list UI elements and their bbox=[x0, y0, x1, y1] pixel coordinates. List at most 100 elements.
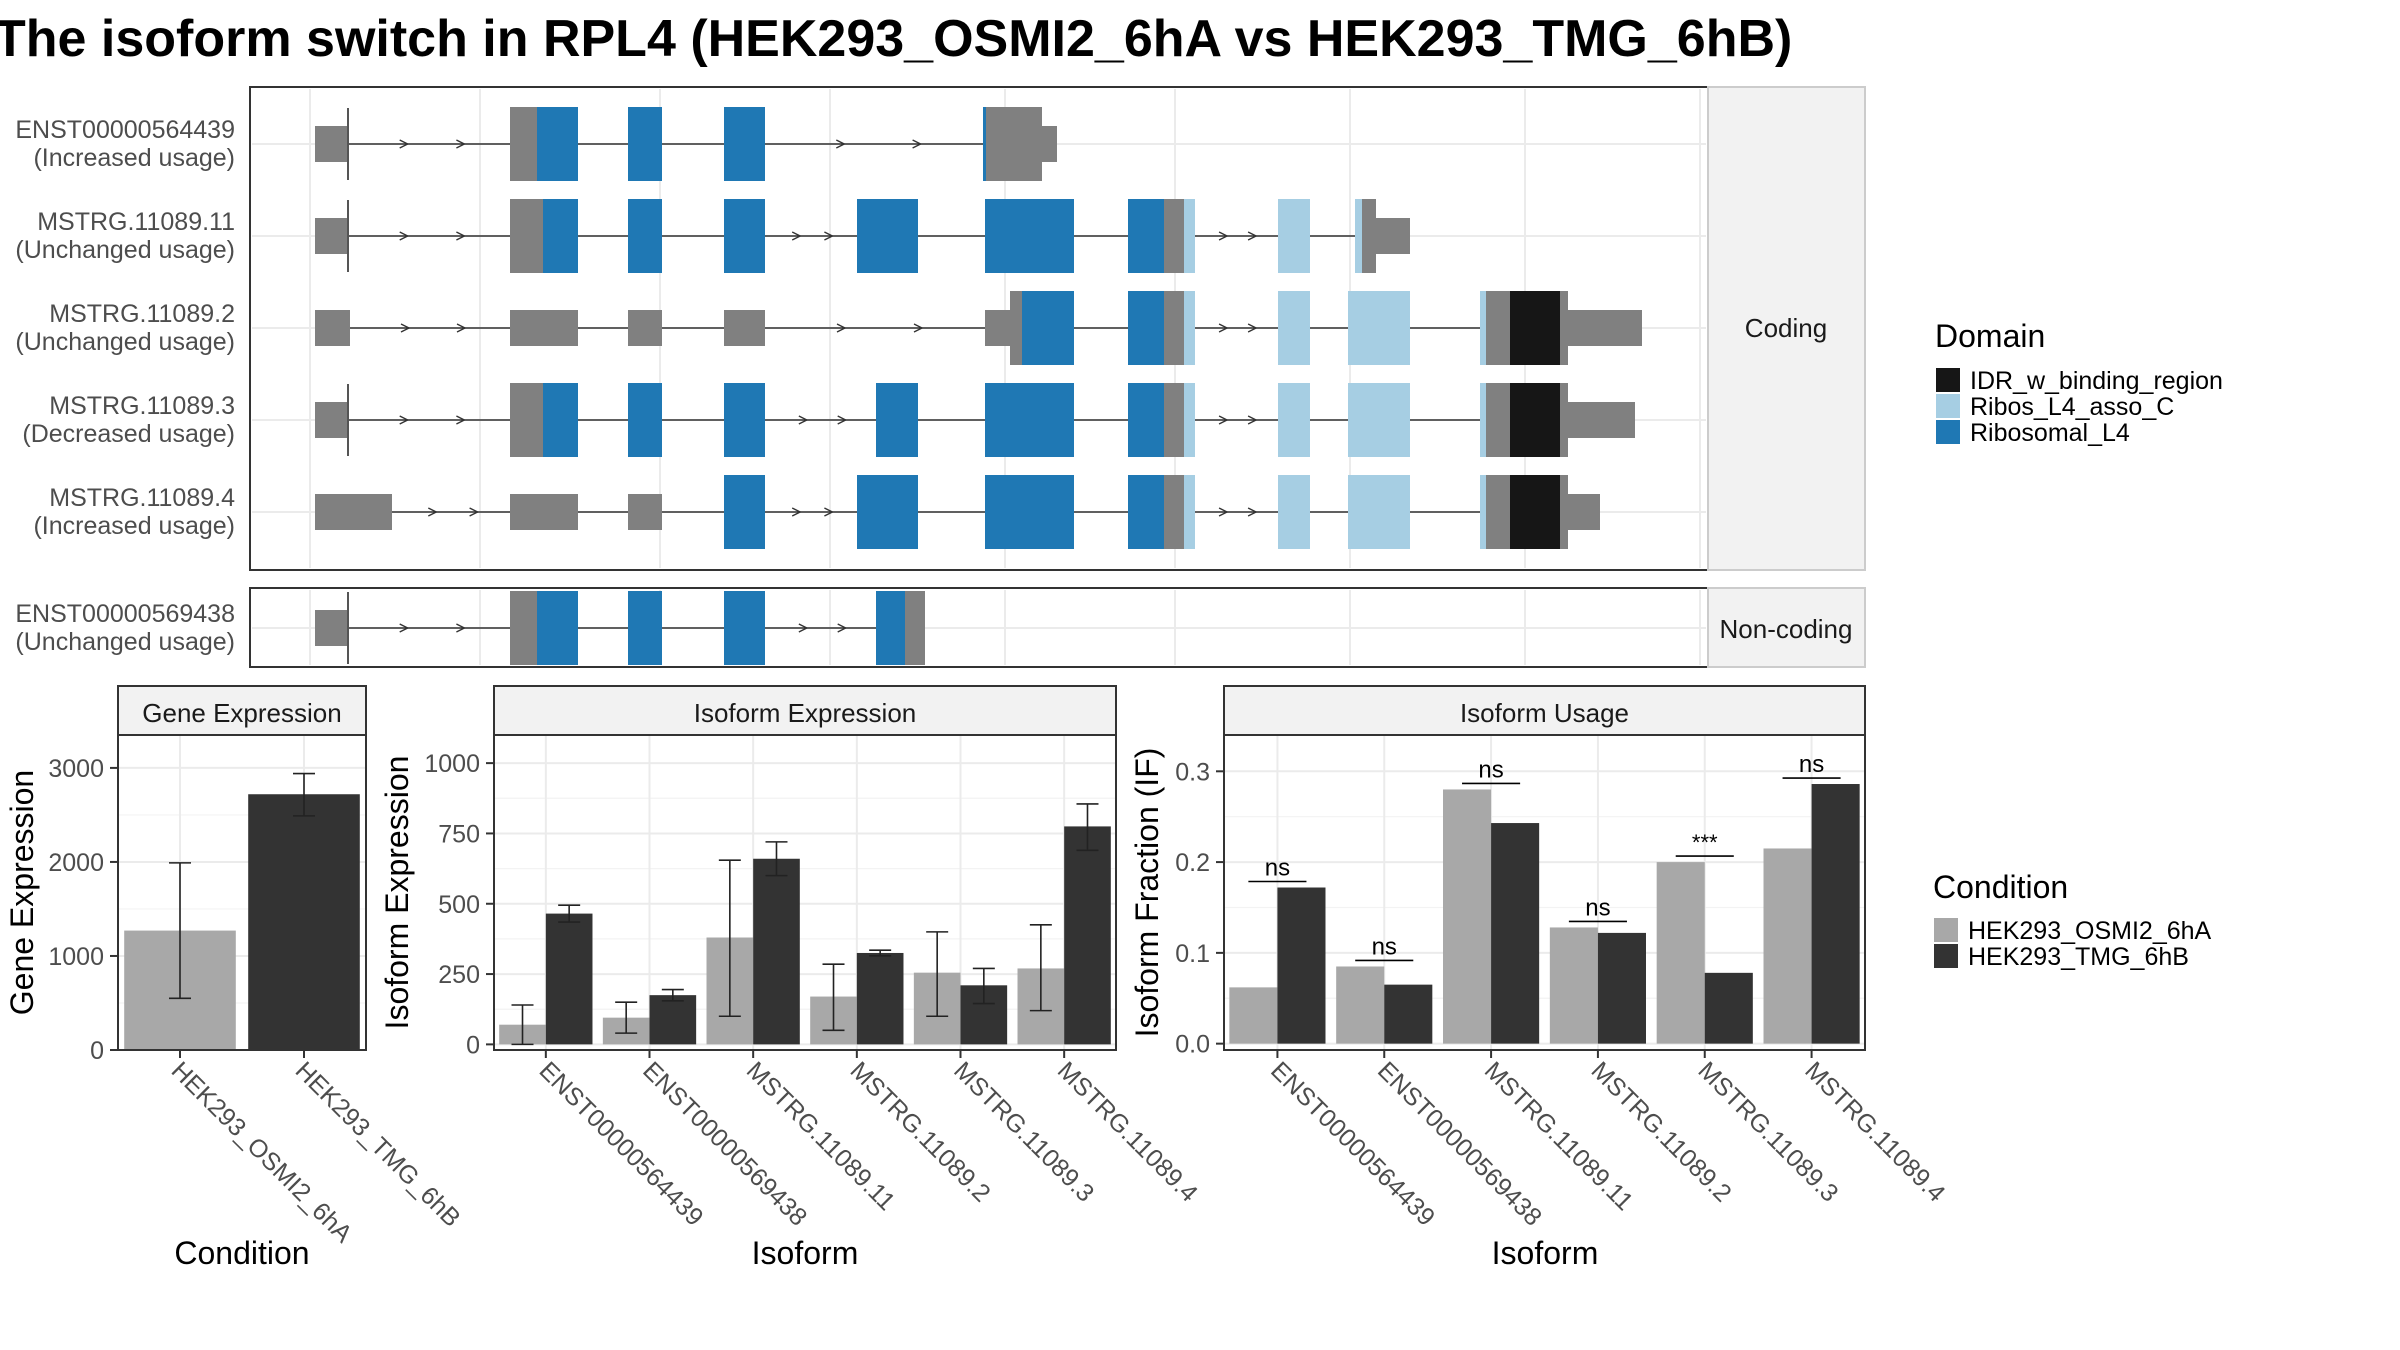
exon-block bbox=[985, 475, 1074, 549]
bar bbox=[1277, 887, 1326, 1044]
strand-arrow-icon bbox=[427, 507, 438, 517]
exon-block bbox=[1164, 199, 1184, 273]
domain-legend-label: IDR_w_binding_region bbox=[1970, 367, 2223, 395]
y-tick-label: 500 bbox=[438, 891, 480, 919]
strand-arrow-icon bbox=[837, 415, 848, 425]
exon-block bbox=[985, 199, 1074, 273]
isoform-usage-plot: Isoform Usage0.00.10.20.3nsENST000005644… bbox=[1129, 685, 1951, 1271]
exon-block bbox=[1568, 494, 1600, 530]
exon-block bbox=[1278, 199, 1310, 273]
facet-label-coding: Coding bbox=[1745, 313, 1827, 343]
bar bbox=[649, 995, 697, 1045]
facet-strip bbox=[1223, 685, 1866, 736]
transcript-usage-label: (Increased usage) bbox=[33, 144, 235, 172]
bar bbox=[1811, 784, 1860, 1044]
strand-arrow-icon bbox=[456, 323, 467, 333]
isoform-expression-plot: Isoform Expression02505007501000ENST0000… bbox=[379, 685, 1203, 1271]
facet-strip-title: Isoform Usage bbox=[1460, 698, 1629, 728]
exon-block bbox=[724, 310, 765, 346]
strand-arrow-icon bbox=[824, 231, 834, 241]
y-tick-label: 1000 bbox=[48, 943, 104, 971]
exon-block bbox=[315, 494, 392, 530]
strand-arrow-icon bbox=[791, 231, 802, 241]
y-tick-label: 0.0 bbox=[1175, 1031, 1210, 1059]
facet-strip-title: Gene Expression bbox=[142, 698, 341, 728]
exon-block bbox=[315, 126, 348, 162]
exon-block bbox=[510, 383, 543, 457]
plot-background bbox=[1224, 735, 1865, 1050]
exon-block bbox=[510, 591, 537, 665]
condition-legend-label: HEK293_TMG_6hB bbox=[1968, 943, 2189, 971]
bar bbox=[1336, 966, 1385, 1044]
facet-strip-title: Isoform Expression bbox=[694, 698, 917, 728]
strand-arrow-icon bbox=[1218, 415, 1229, 425]
transcript-usage-label: (Decreased usage) bbox=[22, 420, 235, 448]
exon-block bbox=[724, 107, 765, 181]
exon-block bbox=[315, 610, 348, 646]
exon-block bbox=[1184, 291, 1195, 365]
exon-block bbox=[1486, 291, 1510, 365]
strand-arrow-icon bbox=[1247, 415, 1258, 425]
exon-block bbox=[543, 199, 578, 273]
x-axis-title: Condition bbox=[174, 1235, 309, 1271]
y-tick-label: 0.3 bbox=[1175, 758, 1210, 786]
y-tick-label: 0 bbox=[466, 1031, 480, 1059]
strand-arrow-icon bbox=[791, 507, 802, 517]
exon-block bbox=[1164, 383, 1184, 457]
y-axis-title: Isoform Fraction (IF) bbox=[1129, 748, 1165, 1038]
transcript-id-label: ENST00000564439 bbox=[15, 116, 235, 144]
exon-block bbox=[724, 383, 765, 457]
exon-block bbox=[857, 475, 918, 549]
strand-arrow-icon bbox=[1247, 507, 1258, 517]
significance-label: ns bbox=[1478, 756, 1503, 783]
domain-legend-label: Ribosomal_L4 bbox=[1970, 419, 2130, 447]
condition-legend-swatch bbox=[1934, 944, 1958, 968]
plot-background bbox=[494, 735, 1116, 1050]
strand-arrow-icon bbox=[798, 415, 809, 425]
gene-expression-plot: Gene Expression0100020003000HEK293_OSMI2… bbox=[4, 685, 466, 1271]
legends: Domain IDR_w_binding_regionRibos_L4_asso_… bbox=[1933, 318, 2223, 971]
exon-block bbox=[1560, 475, 1568, 549]
bar bbox=[1384, 984, 1433, 1044]
significance-label: *** bbox=[1692, 830, 1718, 855]
bar bbox=[1656, 862, 1705, 1044]
exon-block bbox=[510, 494, 578, 530]
domain-legend-swatch bbox=[1936, 394, 1960, 418]
strand-arrow-icon bbox=[399, 139, 410, 149]
facet-label-noncoding: Non-coding bbox=[1720, 614, 1853, 644]
exon-block bbox=[1480, 383, 1486, 457]
exon-block bbox=[1568, 402, 1635, 438]
transcript-usage-label: (Unchanged usage) bbox=[15, 628, 235, 656]
exon-block bbox=[510, 107, 537, 181]
bar bbox=[1064, 826, 1111, 1045]
exon-block bbox=[1184, 383, 1195, 457]
y-tick-label: 3000 bbox=[48, 755, 104, 783]
domain-legend-label: Ribos_L4_asso_C bbox=[1970, 393, 2174, 421]
bar bbox=[545, 913, 593, 1045]
exon-block bbox=[1128, 383, 1164, 457]
exon-block bbox=[1128, 199, 1164, 273]
transcript-usage-label: (Increased usage) bbox=[33, 512, 235, 540]
plot-frame bbox=[117, 734, 367, 1051]
exon-block bbox=[985, 383, 1074, 457]
exon-block bbox=[1010, 291, 1022, 365]
transcript-usage-label: (Unchanged usage) bbox=[15, 328, 235, 356]
strand-arrow-icon bbox=[400, 323, 411, 333]
condition-legend-title: Condition bbox=[1933, 869, 2068, 905]
y-tick-label: 0 bbox=[90, 1037, 104, 1065]
strand-arrow-icon bbox=[399, 415, 410, 425]
strand-arrow-icon bbox=[456, 623, 466, 633]
y-tick-label: 0.1 bbox=[1175, 940, 1210, 968]
transcript-id-label: ENST00000569438 bbox=[15, 600, 235, 628]
strand-arrow-icon bbox=[399, 231, 410, 241]
exon-block bbox=[510, 199, 543, 273]
strand-arrow-icon bbox=[798, 623, 809, 633]
bar bbox=[753, 858, 800, 1045]
exon-block bbox=[1184, 475, 1195, 549]
exon-block bbox=[1568, 310, 1642, 346]
x-axis-title: Isoform bbox=[1492, 1235, 1599, 1271]
exon-block bbox=[510, 310, 578, 346]
bar bbox=[1491, 823, 1540, 1044]
condition-legend-label: HEK293_OSMI2_6hA bbox=[1968, 917, 2212, 945]
transcript-id-label: MSTRG.11089.2 bbox=[49, 300, 235, 328]
